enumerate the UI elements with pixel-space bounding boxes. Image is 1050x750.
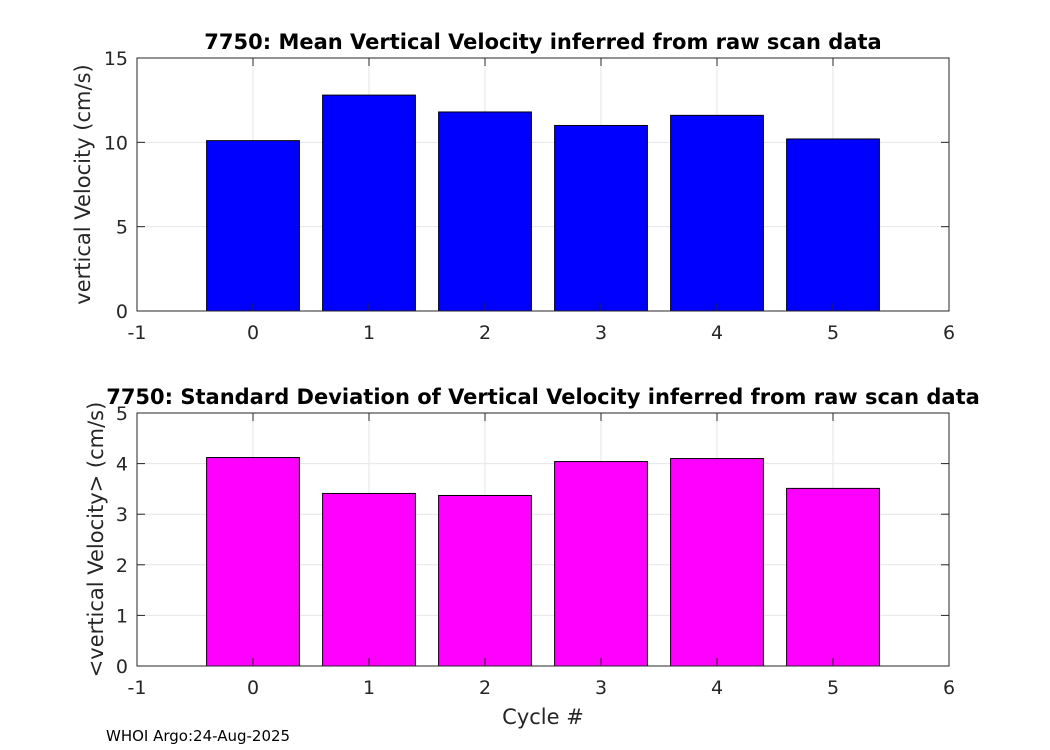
- x-tick-label: 2: [479, 677, 491, 699]
- bar-cycle-3: [554, 461, 648, 667]
- y-tick-label: 2: [116, 555, 128, 577]
- x-tick-label: 3: [595, 322, 607, 344]
- x-tick-label: 1: [363, 677, 375, 699]
- x-tick-label: 4: [711, 677, 723, 699]
- x-tick-label: -1: [128, 677, 147, 699]
- x-tick-label: 0: [247, 677, 259, 699]
- y-tick-label: 0: [116, 656, 128, 678]
- y-axis-label-top: vertical Velocity (cm/s): [71, 64, 95, 304]
- x-tick-label: 1: [363, 322, 375, 344]
- y-tick-label: 15: [104, 48, 128, 70]
- bars-top: [206, 94, 880, 312]
- bar-cycle-1: [322, 94, 416, 312]
- y-tick-label: 0: [116, 301, 128, 323]
- y-tick-label: 4: [116, 454, 128, 476]
- bar-cycle-4: [670, 114, 764, 312]
- x-tick-label: 0: [247, 322, 259, 344]
- bar-cycle-2: [438, 494, 532, 667]
- chart-title-bottom: 7750: Standard Deviation of Vertical Vel…: [106, 385, 980, 409]
- bar-cycle-5: [786, 138, 880, 312]
- x-tick-label: 4: [711, 322, 723, 344]
- axes-box-top: [136, 57, 950, 312]
- x-tick-label: 5: [827, 677, 839, 699]
- bar-cycle-1: [322, 492, 416, 667]
- bars-bottom: [206, 457, 880, 667]
- y-tick-label: 5: [116, 217, 128, 239]
- y-tick-label: 10: [104, 132, 128, 154]
- bar-cycle-3: [554, 124, 648, 312]
- x-axis-label-bottom: Cycle #: [502, 705, 584, 729]
- x-tick-label: -1: [128, 322, 147, 344]
- y-tick-label: 1: [116, 605, 128, 627]
- bar-cycle-0: [206, 457, 300, 667]
- x-tick-label: 6: [943, 677, 955, 699]
- bar-cycle-5: [786, 487, 880, 667]
- x-tick-label: 3: [595, 677, 607, 699]
- axes-box-bottom: [136, 412, 950, 667]
- chart-title-top: 7750: Mean Vertical Velocity inferred fr…: [204, 30, 881, 54]
- x-tick-label: 5: [827, 322, 839, 344]
- x-tick-label: 2: [479, 322, 491, 344]
- y-tick-label: 5: [116, 403, 128, 425]
- bar-cycle-0: [206, 140, 300, 312]
- y-axis-label-bottom: <vertical Velocity> (cm/s): [84, 402, 108, 678]
- footer-credit: WHOI Argo:24-Aug-2025: [106, 727, 290, 745]
- bar-cycle-2: [438, 111, 532, 312]
- y-tick-label: 3: [116, 504, 128, 526]
- bar-cycle-4: [670, 458, 764, 667]
- x-tick-label: 6: [943, 322, 955, 344]
